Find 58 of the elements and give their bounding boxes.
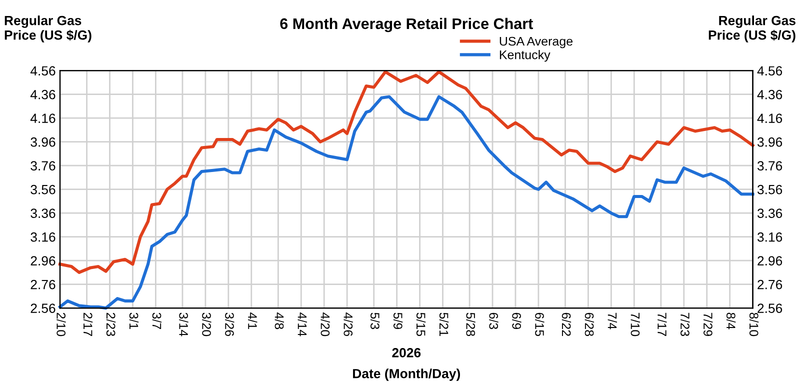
x-axis-title: 2026 Date (Month/Day) [353,348,460,381]
x-tick-label: 5/3 [370,312,380,330]
x-tick-label: 7/4 [608,312,618,330]
x-tick-label: 5/9 [393,312,403,330]
x-tick-label: 6/3 [489,312,498,330]
x-tick-label: 6/28 [584,312,594,336]
y-tick-label: 3.96 [30,137,56,147]
x-tick-label: 7/23 [680,312,690,336]
y-tick-label: 3.56 [30,184,56,194]
y2-axis-title: Regular Gas Price (US $/G) [708,16,796,42]
y2-tick-label: 3.36 [757,208,782,218]
x-tick-label: 5/28 [466,312,476,336]
y-axis-title: Regular Gas Price (US $/G) [4,16,92,42]
x-tick-label: 4/14 [298,312,307,336]
x-tick-label: 3/20 [202,312,212,336]
x-tick-label: 4/20 [320,312,330,336]
x-tick-label: 8/4 [726,312,736,330]
y2-tick-label: 4.56 [757,66,782,76]
y2-tick-label: 4.36 [757,90,782,100]
x-tick-label: 7/29 [704,312,713,336]
x-tick-label: 6/9 [512,312,522,330]
y2-tick-label: 3.56 [757,184,782,194]
y2-tick-label: 3.76 [757,161,782,171]
y2-tick-label: 2.56 [758,304,782,313]
y2-tick-label: 3.16 [757,232,782,242]
x-tick-label: 6/15 [535,312,544,336]
y-tick-label: 2.56 [30,304,56,313]
y-tick-label: 4.36 [30,90,56,100]
x-tick-label: 5/15 [416,312,426,336]
legend-label: Kentucky [500,50,550,62]
x-tick-label: 3/14 [179,312,188,336]
y-tick-label: 4.16 [30,114,56,124]
y2-tick-label: 4.16 [757,114,782,124]
x-tick-label: 7/10 [630,312,640,336]
y-tick-label: 3.76 [30,161,56,171]
y-tick-label: 4.56 [30,66,56,76]
x-tick-label: 4/26 [344,312,353,336]
x-tick-label: 8/10 [749,312,759,336]
x-tick-label: 7/17 [658,312,667,336]
y-tick-label: 2.96 [30,256,56,266]
legend-label: USA Average [500,36,573,48]
chart-title: 6 Month Average Retail Price Chart [280,18,533,32]
y-tick-label: 2.76 [30,280,56,290]
x-tick-label: 4/1 [248,312,258,330]
x-tick-label: 3/26 [225,312,234,336]
y-tick-label: 3.16 [30,232,56,242]
x-tick-label: 2/23 [106,312,116,336]
y2-tick-label: 2.76 [758,280,782,290]
y2-tick-label: 2.96 [758,256,782,266]
x-tick-label: 6/22 [562,312,572,336]
x-tick-label: 3/7 [152,312,162,329]
x-tick-label: 4/8 [274,312,284,330]
x-tick-label: 3/1 [129,312,139,330]
y-tick-label: 3.36 [30,208,56,218]
x-tick-label: 2/10 [56,312,66,336]
x-tick-label: 2/17 [83,312,93,336]
x-tick-label: 5/21 [439,312,449,336]
y2-tick-label: 3.96 [757,137,782,147]
